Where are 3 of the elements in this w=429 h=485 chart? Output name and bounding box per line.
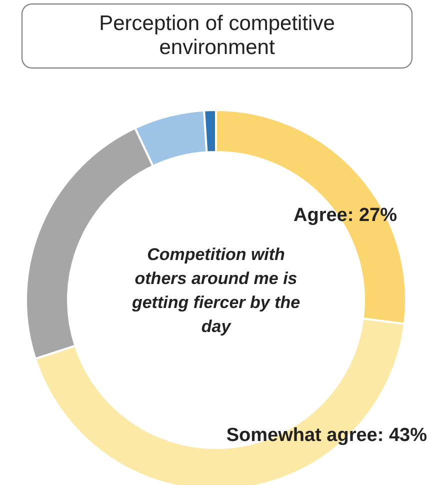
chart-title: Perception of competitive environment bbox=[99, 12, 335, 59]
text: Competition with others around me is getting fiercer by the day bbox=[130, 245, 300, 336]
slice-label: Somewhat agree: 43% bbox=[226, 425, 428, 446]
